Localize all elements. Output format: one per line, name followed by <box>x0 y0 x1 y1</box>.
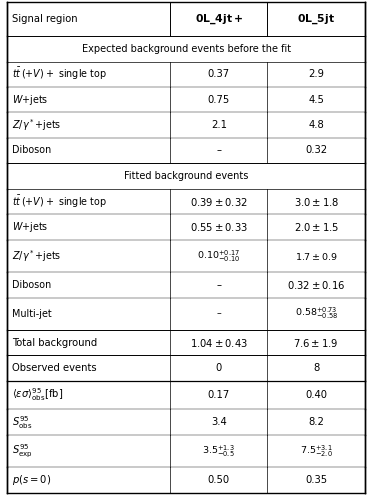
Text: $t\bar{t}\,(+V)+$ single top: $t\bar{t}\,(+V)+$ single top <box>12 66 107 82</box>
Text: –: – <box>216 280 221 290</box>
Text: $S^{95}_{\mathrm{exp}}$: $S^{95}_{\mathrm{exp}}$ <box>12 443 33 460</box>
Text: 3.4: 3.4 <box>211 417 227 427</box>
Text: Diboson: Diboson <box>12 280 51 290</box>
Text: $\mathbf{0L{\_}5jt}$: $\mathbf{0L{\_}5jt}$ <box>297 12 335 26</box>
Text: 0.75: 0.75 <box>208 95 230 104</box>
Text: 0.50: 0.50 <box>208 475 230 485</box>
Text: 4.5: 4.5 <box>308 95 324 104</box>
Text: $7.5^{+3.1}_{-2.0}$: $7.5^{+3.1}_{-2.0}$ <box>300 444 333 458</box>
Text: 0.35: 0.35 <box>305 475 327 485</box>
Text: Expected background events before the fit: Expected background events before the fi… <box>82 44 291 53</box>
Text: $\mathbf{0L{\_}4jt+}$: $\mathbf{0L{\_}4jt+}$ <box>195 12 243 26</box>
Text: –: – <box>216 146 221 155</box>
Text: $0.55\pm0.33$: $0.55\pm0.33$ <box>190 221 248 233</box>
Text: $Z/\gamma^*$+jets: $Z/\gamma^*$+jets <box>12 117 61 133</box>
Text: $Z/\gamma^*$+jets: $Z/\gamma^*$+jets <box>12 248 61 264</box>
Text: Multi-jet: Multi-jet <box>12 309 51 319</box>
Text: $1.7\pm0.9$: $1.7\pm0.9$ <box>295 250 337 261</box>
Text: 8: 8 <box>313 363 319 373</box>
Text: Observed events: Observed events <box>12 363 97 373</box>
Text: 0: 0 <box>216 363 222 373</box>
Text: $0.58^{+0.73}_{-0.58}$: $0.58^{+0.73}_{-0.58}$ <box>295 306 338 321</box>
Text: –: – <box>217 309 221 318</box>
Text: $0.39\pm0.32$: $0.39\pm0.32$ <box>190 196 248 208</box>
Text: $0.32\pm0.16$: $0.32\pm0.16$ <box>287 279 345 291</box>
Text: $3.5^{+1.3}_{-0.5}$: $3.5^{+1.3}_{-0.5}$ <box>203 444 235 458</box>
Text: Total background: Total background <box>12 338 97 347</box>
Text: 2.9: 2.9 <box>308 69 324 79</box>
Text: $2.0\pm1.5$: $2.0\pm1.5$ <box>294 221 339 233</box>
Text: Signal region: Signal region <box>12 14 77 24</box>
Text: $W$+jets: $W$+jets <box>12 93 48 107</box>
Text: $S^{95}_{\mathrm{obs}}$: $S^{95}_{\mathrm{obs}}$ <box>12 414 32 431</box>
Text: $W$+jets: $W$+jets <box>12 220 48 234</box>
Text: Diboson: Diboson <box>12 146 51 155</box>
Text: $p(s=0)$: $p(s=0)$ <box>12 473 51 487</box>
Text: 2.1: 2.1 <box>211 120 227 130</box>
Text: 4.8: 4.8 <box>308 120 324 130</box>
Text: 0.37: 0.37 <box>208 69 230 79</box>
Text: 0.40: 0.40 <box>305 390 327 400</box>
Text: $t\bar{t}\,(+V)+$ single top: $t\bar{t}\,(+V)+$ single top <box>12 194 107 210</box>
Text: $0.10^{+0.17}_{-0.10}$: $0.10^{+0.17}_{-0.10}$ <box>197 248 240 264</box>
Text: 0.32: 0.32 <box>305 146 327 155</box>
Text: $1.04\pm0.43$: $1.04\pm0.43$ <box>190 337 248 348</box>
Text: $3.0\pm1.8$: $3.0\pm1.8$ <box>294 196 339 208</box>
Text: $\langle\epsilon\sigma\rangle^{95}_{\mathrm{obs}}[\mathrm{fb}]$: $\langle\epsilon\sigma\rangle^{95}_{\mat… <box>12 387 63 403</box>
Text: 8.2: 8.2 <box>308 417 324 427</box>
Text: 0.17: 0.17 <box>208 390 230 400</box>
Text: Fitted background events: Fitted background events <box>124 171 248 181</box>
Text: $7.6\pm1.9$: $7.6\pm1.9$ <box>294 337 339 348</box>
